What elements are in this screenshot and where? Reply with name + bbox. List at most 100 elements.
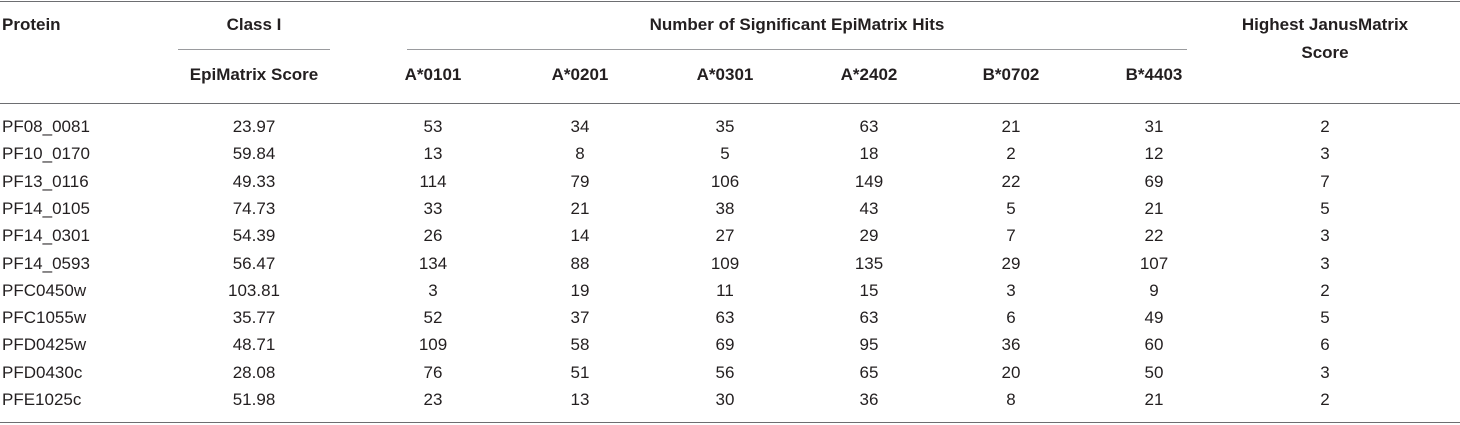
cell-epimatrix-score: 35.77 — [232, 308, 276, 328]
cell-hits-a0201: 58 — [570, 335, 590, 355]
cell-hits-a2402: 95 — [859, 335, 879, 355]
cell-hits-a2402: 63 — [859, 308, 879, 328]
cell-hits-a2402: 36 — [859, 390, 879, 409]
cell-hits-a0101: 109 — [418, 335, 448, 355]
cell-hits-a0301: 11 — [716, 280, 734, 300]
cell-hits-b0702: 6 — [1006, 308, 1016, 328]
cell-hits-a0201: 8 — [575, 144, 585, 164]
cell-protein: PF13_0116 — [2, 171, 89, 191]
cell-janus-score: 7 — [1320, 171, 1330, 191]
cell-protein: PF08_0081 — [2, 117, 90, 136]
cell-hits-a0101: 52 — [423, 308, 443, 328]
cell-hits-a2402: 63 — [859, 117, 879, 136]
cell-epimatrix-score: 49.33 — [232, 171, 276, 191]
cell-janus-score: 2 — [1320, 390, 1330, 409]
cell-hits-a0101: 76 — [423, 362, 443, 382]
cell-hits-a0201: 21 — [570, 198, 590, 218]
cell-protein: PF14_0301 — [2, 226, 90, 246]
cell-hits-b0702: 36 — [1001, 335, 1021, 355]
cell-hits-a0201: 14 — [570, 226, 590, 246]
cell-hits-b0702: 7 — [1006, 226, 1016, 246]
cell-hits-b0702: 8 — [1006, 390, 1016, 409]
cell-epimatrix-score: 74.73 — [232, 198, 276, 218]
table-row: PF13_0116 49.33 114 79 106 149 22 69 7 — [0, 169, 1460, 195]
cell-janus-score: 5 — [1320, 308, 1330, 328]
cell-hits-b4403: 31 — [1144, 117, 1164, 136]
cell-hits-b4403: 107 — [1139, 253, 1169, 273]
cell-hits-a2402: 18 — [859, 144, 879, 164]
cell-hits-a0101: 26 — [423, 226, 443, 246]
cell-hits-b0702: 3 — [1006, 280, 1016, 300]
header-janus-line2: Score — [1301, 43, 1349, 62]
header-class1: Class I — [226, 15, 282, 34]
cell-hits-a0201: 79 — [570, 171, 590, 191]
cell-hits-a2402: 65 — [859, 362, 879, 382]
cell-janus-score: 2 — [1320, 117, 1330, 136]
cell-protein: PF14_0105 — [2, 198, 90, 218]
cell-protein: PFD0425w — [2, 335, 87, 355]
table-row: PFD0430c 28.08 76 51 56 65 20 50 3 — [0, 360, 1460, 386]
cell-hits-a0301: 30 — [715, 390, 735, 409]
cell-epimatrix-score: 54.39 — [232, 226, 276, 246]
header-protein: Protein — [2, 15, 61, 34]
cell-hits-b4403: 22 — [1144, 226, 1164, 246]
cell-hits-a0101: 13 — [423, 144, 443, 164]
cell-janus-score: 3 — [1320, 226, 1330, 246]
class1-subrule — [178, 49, 330, 50]
cell-hits-b4403: 9 — [1149, 280, 1159, 300]
cell-hits-a2402: 29 — [859, 226, 879, 246]
table-row: PF14_0105 74.73 33 21 38 43 5 21 5 — [0, 196, 1460, 222]
cell-protein: PF10_0170 — [2, 144, 90, 164]
cell-hits-a0101: 53 — [423, 117, 443, 136]
cell-hits-a0301: 38 — [715, 198, 735, 218]
cell-hits-a0101: 3 — [428, 280, 438, 300]
table-row: PF08_0081 23.97 53 34 35 63 21 31 2 — [0, 114, 1460, 140]
cell-hits-a0201: 34 — [570, 117, 590, 136]
cell-epimatrix-score: 51.98 — [232, 390, 276, 409]
table-row: PFE1025c 51.98 23 13 30 36 8 21 2 — [0, 387, 1460, 413]
cell-hits-a0301: 56 — [715, 362, 735, 382]
table-row: PF14_0593 56.47 134 88 109 135 29 107 3 — [0, 251, 1460, 277]
cell-hits-b0702: 21 — [1001, 117, 1021, 136]
cell-hits-a0301: 106 — [710, 171, 740, 191]
cell-hits-a0101: 23 — [423, 390, 443, 409]
cell-epimatrix-score: 56.47 — [232, 253, 276, 273]
cell-epimatrix-score: 23.97 — [232, 117, 276, 136]
header-hits-group: Number of Significant EpiMatrix Hits — [649, 15, 945, 34]
cell-hits-a0301: 27 — [715, 226, 735, 246]
cell-hits-a0201: 51 — [570, 362, 590, 382]
cell-epimatrix-score: 48.71 — [232, 335, 276, 355]
cell-janus-score: 2 — [1320, 280, 1330, 300]
cell-janus-score: 6 — [1320, 335, 1330, 355]
header-rule — [0, 103, 1460, 104]
cell-hits-b0702: 22 — [1001, 171, 1021, 191]
cell-epimatrix-score: 59.84 — [232, 144, 276, 164]
header-epimatrix-score: EpiMatrix Score — [189, 65, 319, 84]
table-row: PFC0450w 103.81 3 19 11 15 3 9 2 — [0, 278, 1460, 304]
top-rule — [0, 1, 1460, 2]
header-allele-b4403: B*4403 — [1125, 65, 1183, 84]
cell-hits-a2402: 149 — [854, 171, 884, 191]
cell-hits-b4403: 21 — [1144, 198, 1164, 218]
cell-hits-b4403: 21 — [1144, 390, 1164, 409]
header-allele-a0301: A*0301 — [696, 65, 754, 84]
hits-subrule — [407, 49, 1187, 50]
header-allele-a0101: A*0101 — [404, 65, 462, 84]
cell-hits-a0301: 69 — [715, 335, 735, 355]
cell-hits-a0101: 114 — [419, 171, 447, 191]
cell-hits-a0101: 134 — [418, 253, 448, 273]
cell-hits-a2402: 15 — [859, 280, 879, 300]
cell-epimatrix-score: 28.08 — [232, 362, 276, 382]
cell-hits-a0301: 35 — [715, 117, 735, 136]
cell-hits-b4403: 60 — [1144, 335, 1164, 355]
table-row: PF14_0301 54.39 26 14 27 29 7 22 3 — [0, 223, 1460, 249]
cell-janus-score: 3 — [1320, 362, 1330, 382]
cell-protein: PFD0430c — [2, 362, 83, 382]
cell-protein: PFC0450w — [2, 280, 87, 300]
cell-hits-b0702: 2 — [1006, 144, 1016, 164]
cell-hits-b0702: 20 — [1001, 362, 1021, 382]
cell-hits-a0201: 37 — [570, 308, 590, 328]
cell-protein: PF14_0593 — [2, 253, 90, 273]
cell-hits-b0702: 29 — [1001, 253, 1021, 273]
